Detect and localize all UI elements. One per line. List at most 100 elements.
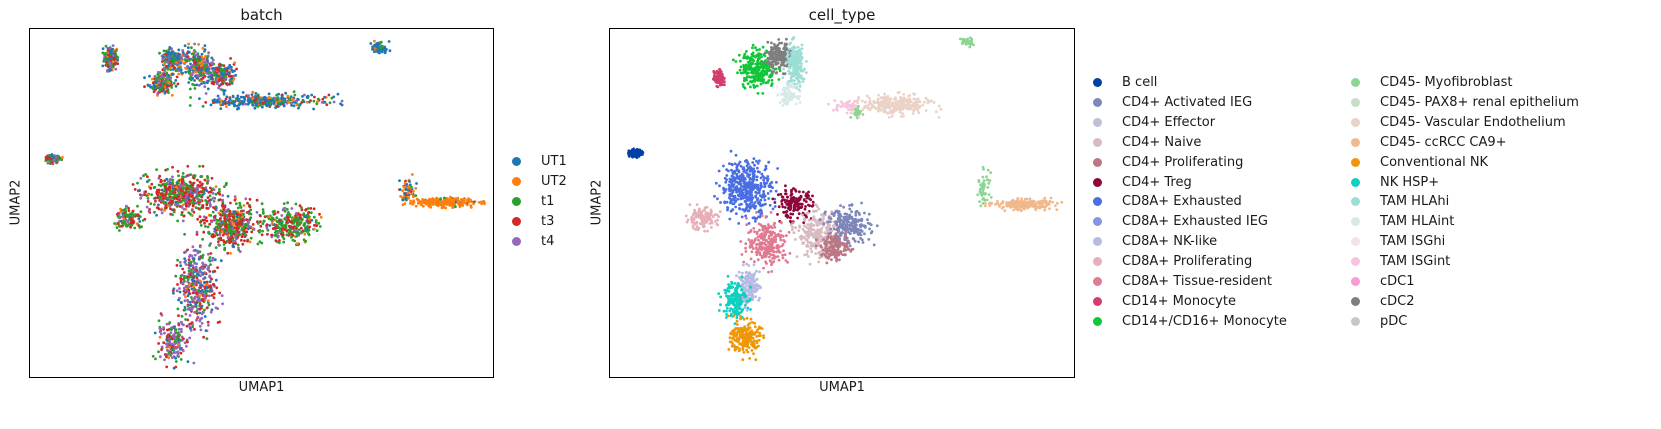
- scatter-point-cell-type-4-52: [792, 86, 795, 89]
- scatter-point-batch-12-293: [192, 276, 195, 279]
- scatter-point-cell-type-2-197: [777, 65, 781, 69]
- scatter-point-batch-6-69: [371, 48, 375, 51]
- scatter-point-cell-type-0-138: [714, 80, 718, 84]
- scatter-point-cell-type-3-191: [787, 80, 791, 84]
- scatter-point-cell-type-2-175: [771, 63, 775, 67]
- scatter-point-batch-3-172: [200, 55, 204, 59]
- scatter-point-batch-10-181: [219, 209, 223, 213]
- scatter-point-batch-9-37: [133, 226, 137, 230]
- scatter-point-batch-11-285: [272, 227, 276, 230]
- scatter-point-batch-13-174: [165, 342, 169, 346]
- scatter-point-batch-9-92: [115, 226, 119, 230]
- scatter-point-batch-11-130: [286, 201, 289, 205]
- scatter-point-cell-type-6-29: [855, 114, 858, 117]
- scatter-point-cell-type-3-141: [797, 50, 800, 53]
- scatter-point-batch-8-499: [180, 180, 184, 184]
- scatter-point-cell-type-2-170: [783, 56, 787, 60]
- scatter-point-batch-13-64: [167, 333, 170, 336]
- scatter-point-batch-4-99: [205, 69, 208, 72]
- scatter-point-batch-2-185: [171, 54, 175, 57]
- scatter-point-batch-2-99: [164, 65, 168, 68]
- scatter-point-batch-8-485: [214, 192, 218, 196]
- scatter-point-batch-13-20: [153, 331, 157, 335]
- scatter-point-batch-13-115: [180, 327, 183, 331]
- scatter-point-batch-12-267: [213, 258, 217, 262]
- scatter-point-cell-type-5-28: [850, 103, 854, 107]
- scatter-point-cell-type-6-21: [861, 113, 865, 116]
- scatter-point-cell-type-1-175: [749, 85, 752, 89]
- scatter-point-batch-10-164: [252, 228, 256, 231]
- scatter-point-batch-13-179: [163, 353, 167, 356]
- scatter-point-cell-type-1-48: [759, 82, 763, 86]
- scatter-point-batch-12-231: [198, 299, 202, 302]
- scatter-point-batch-8-219: [203, 178, 207, 182]
- scatter-point-batch-12-53: [184, 263, 188, 266]
- scatter-point-batch-8-490: [150, 182, 154, 186]
- scatter-point-batch-6-36: [373, 39, 376, 43]
- scatter-point-cell-type-3-101: [805, 60, 808, 63]
- scatter-point-batch-14-10: [414, 187, 418, 190]
- scatter-point-batch-8-466: [208, 194, 212, 198]
- scatter-point-batch-10-309: [197, 207, 201, 210]
- scatter-point-batch-10-116: [205, 219, 209, 223]
- scatter-point-batch-11-267: [305, 225, 309, 229]
- scatter-point-batch-10-372: [195, 233, 199, 236]
- scatter-point-batch-3-105: [183, 44, 187, 48]
- scatter-point-batch-3-79: [188, 51, 191, 54]
- scatter-point-batch-2-190: [163, 60, 167, 63]
- scatter-point-batch-5-245: [282, 103, 286, 107]
- scatter-point-batch-1-212: [162, 81, 166, 84]
- scatter-point-cell-type-2-141: [780, 58, 783, 62]
- scatter-point-batch-12-326: [190, 282, 194, 286]
- scatter-point-batch-15-184: [441, 200, 445, 204]
- scatter-point-batch-5-176: [320, 101, 324, 104]
- scatter-point-batch-8-121: [196, 178, 199, 182]
- scatter-point-batch-10-390: [225, 239, 229, 243]
- scatter-point-cell-type-2-168: [774, 71, 778, 75]
- scatter-point-batch-12-367: [205, 289, 209, 293]
- scatter-point-cell-type-5-36: [846, 104, 850, 108]
- scatter-point-batch-5-278: [219, 99, 223, 103]
- y-axis-label-batch: UMAP2: [8, 179, 24, 226]
- scatter-point-batch-9-99: [121, 208, 125, 212]
- scatter-point-batch-8-326: [218, 198, 222, 202]
- scatter-point-batch-12-365: [195, 268, 199, 272]
- scatter-point-batch-12-152: [188, 292, 192, 295]
- scatter-point-batch-9-114: [129, 212, 133, 216]
- scatter-point-cell-type-1-238: [747, 67, 750, 71]
- scatter-point-batch-1-87: [170, 83, 174, 87]
- scatter-point-cell-type-7-32: [860, 99, 864, 103]
- scatter-point-batch-12-272: [178, 290, 182, 294]
- panel-title-cell-type: cell_type: [808, 6, 876, 24]
- scatter-point-batch-14-36: [398, 188, 402, 191]
- scatter-point-batch-0-304: [108, 46, 111, 50]
- scatter-point-batch-1-188: [149, 85, 152, 89]
- scatter-point-batch-8-471: [181, 175, 185, 179]
- scatter-point-batch-8-416: [162, 197, 166, 201]
- scatter-point-batch-10-289: [209, 214, 213, 217]
- scatter-point-batch-1-186: [164, 79, 168, 82]
- scatter-point-batch-5-301: [295, 103, 299, 107]
- scatter-point-batch-8-423: [173, 193, 177, 196]
- scatter-point-batch-11-89: [261, 229, 264, 233]
- scatter-point-batch-11-252: [274, 231, 277, 234]
- scatter-point-cell-type-3-168: [799, 76, 803, 80]
- scatter-point-batch-15-144: [463, 197, 466, 200]
- scatter-point-batch-12-64: [214, 278, 218, 282]
- scatter-point-batch-5-317: [239, 102, 243, 105]
- scatter-point-batch-1-124: [170, 86, 174, 89]
- scatter-point-batch-10-352: [241, 232, 245, 236]
- scatter-point-cell-type-2-145: [774, 49, 778, 53]
- scatter-point-cell-type-1-246: [742, 77, 746, 80]
- scatter-point-batch-12-256: [184, 312, 188, 316]
- scatter-point-batch-3-62: [180, 71, 184, 75]
- scatter-point-batch-11-244: [288, 220, 292, 224]
- scatter-point-batch-12-355: [200, 316, 204, 320]
- scatter-point-batch-5-305: [269, 96, 273, 100]
- scatter-point-batch-13-135: [168, 340, 172, 344]
- scatter-point-cell-type-5-21: [848, 108, 851, 111]
- scatter-point-batch-8-222: [149, 186, 153, 190]
- scatter-point-batch-5-267: [216, 94, 220, 98]
- scatter-point-cell-type-1-206: [742, 79, 746, 83]
- scatter-point-batch-13-126: [168, 321, 172, 324]
